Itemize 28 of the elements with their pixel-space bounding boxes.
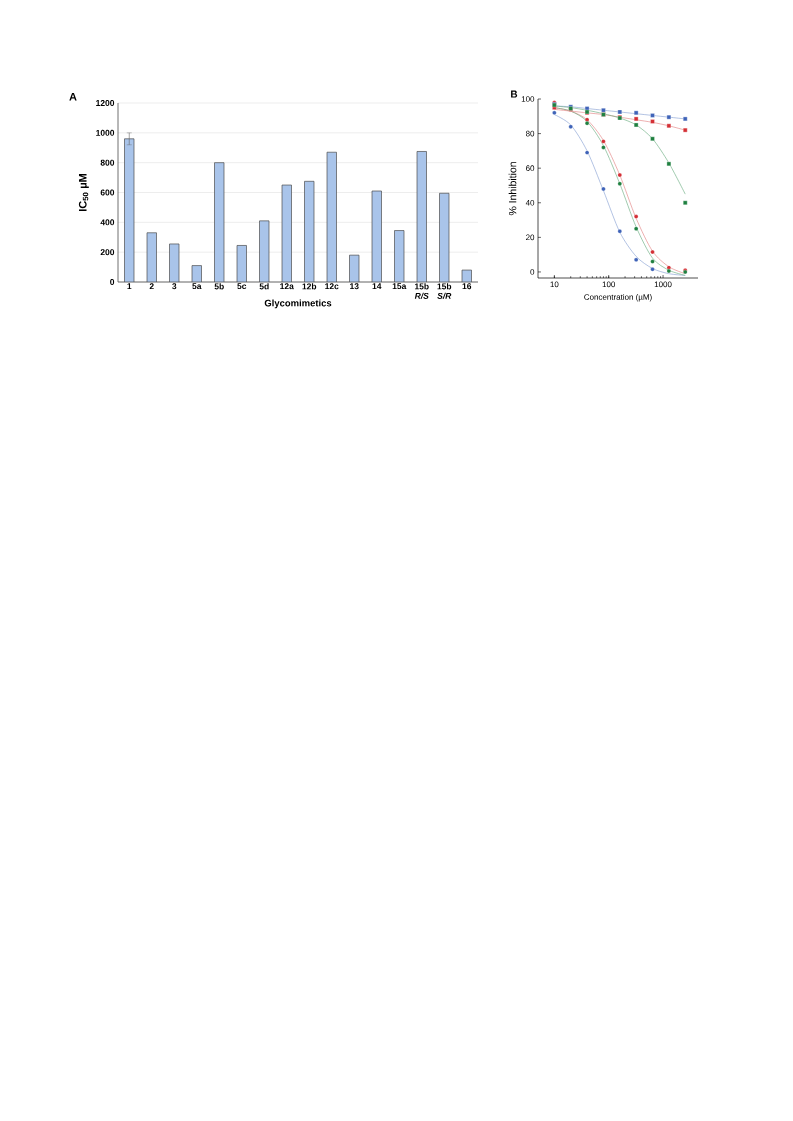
x-tick-label: 14 [372,283,382,290]
x-tick-label: 12c [325,283,339,290]
y-tick-label: 1000 [96,129,115,136]
x-tick-label: 15b R/S [414,283,429,299]
y-tick-label: 1200 [96,100,115,106]
x-tick-label: 13 [350,283,359,290]
x-tick-label: 1 [127,283,132,290]
y-axis-title: % Inhibition [508,162,517,216]
x-tick-label: 15a [392,283,407,290]
chart-title: A [69,92,77,101]
chart-title: B [511,90,518,98]
x-tick-label: 5b [214,283,224,290]
x-tick-label: 12b [302,283,317,290]
y-axis-title: IC$_{50}$ µM [78,174,89,212]
x-tick-label: 5c [237,283,247,290]
x-tick-label: 5a [192,283,202,290]
y-tick-label: 400 [100,219,115,226]
y-tick-label: 600 [100,189,115,196]
x-axis-title: Glycomimetics [264,299,332,309]
x-tick-label: 2 [149,283,154,290]
x-tick-label: 12a [280,283,294,290]
y-tick-label: 800 [100,159,115,166]
x-tick-label: 5d [259,283,269,290]
y-tick-label: 200 [100,249,115,256]
x-tick-label: 15b S/R [437,283,452,299]
x-tick-label: 16 [462,283,472,290]
y-tick-label: 0 [110,279,115,285]
x-tick-label: 3 [172,283,177,290]
